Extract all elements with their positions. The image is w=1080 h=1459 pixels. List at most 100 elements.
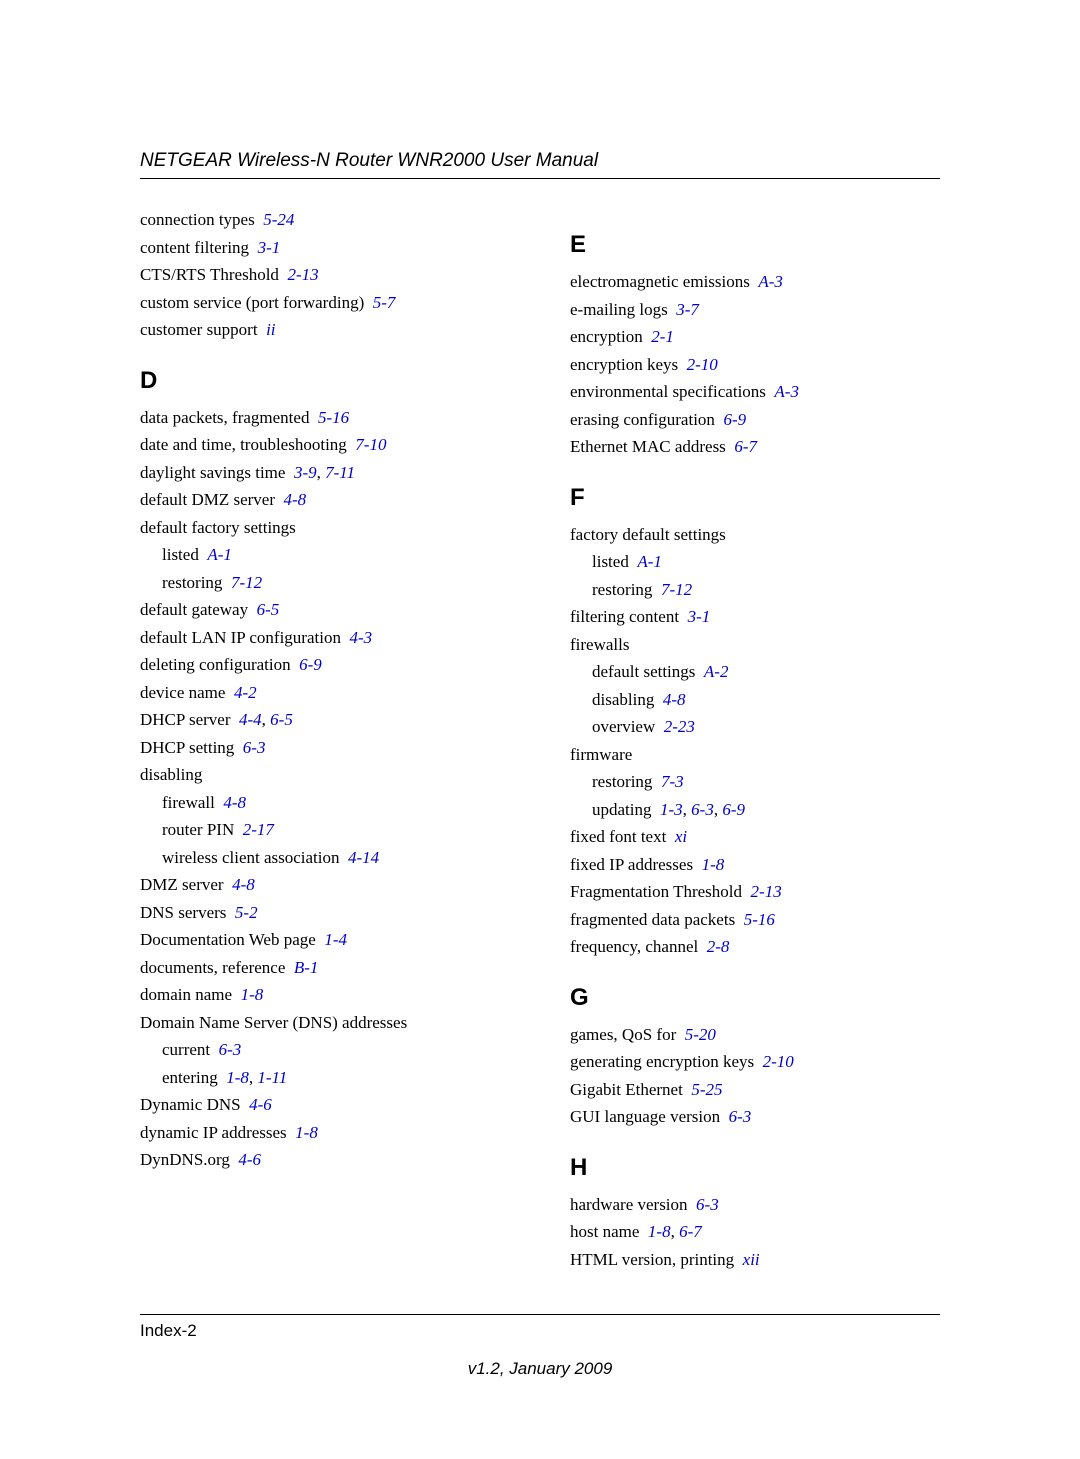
page-ref-link[interactable]: 1-4	[324, 930, 347, 949]
page-ref-link[interactable]: 4-6	[249, 1095, 272, 1114]
page-ref-link[interactable]: 5-7	[373, 293, 396, 312]
page-ref-link[interactable]: 6-7	[734, 437, 757, 456]
page-ref-link[interactable]: A-3	[774, 382, 799, 401]
page-ref-link[interactable]: 2-10	[763, 1052, 794, 1071]
ref-separator: ,	[317, 463, 326, 482]
index-term: disabling	[140, 765, 202, 784]
page-ref-link[interactable]: A-3	[758, 272, 783, 291]
page-ref-link[interactable]: 5-2	[235, 903, 258, 922]
page-ref-link[interactable]: 1-11	[257, 1068, 287, 1087]
index-entry: hardware version 6-3	[570, 1192, 940, 1218]
page-ref-link[interactable]: 5-24	[263, 210, 294, 229]
page-ref-link[interactable]: A-2	[704, 662, 729, 681]
index-page: NETGEAR Wireless-N Router WNR2000 User M…	[0, 0, 1080, 1459]
page-ref-link[interactable]: 5-20	[685, 1025, 716, 1044]
page-ref-link[interactable]: 7-11	[325, 463, 355, 482]
page-ref-link[interactable]: 5-16	[318, 408, 349, 427]
index-entry: DynDNS.org 4-6	[140, 1147, 510, 1173]
page-ref-link[interactable]: 6-3	[729, 1107, 752, 1126]
index-term: date and time, troubleshooting	[140, 435, 347, 454]
page-ref-link[interactable]: 7-10	[355, 435, 386, 454]
index-term: fixed font text	[570, 827, 666, 846]
page-ref-link[interactable]: xi	[675, 827, 687, 846]
page-ref-link[interactable]: 7-12	[231, 573, 262, 592]
page-ref-link[interactable]: ii	[266, 320, 275, 339]
page-ref-link[interactable]: 1-8	[648, 1222, 671, 1241]
page-ref-link[interactable]: 6-9	[723, 410, 746, 429]
page-ref-link[interactable]: 1-8	[241, 985, 264, 1004]
index-entry: fixed font text xi	[570, 824, 940, 850]
page-ref-link[interactable]: 4-4	[239, 710, 262, 729]
index-term: host name	[570, 1222, 639, 1241]
page-ref-link[interactable]: 3-9	[294, 463, 317, 482]
index-entry: fragmented data packets 5-16	[570, 907, 940, 933]
page-ref-link[interactable]: 6-5	[257, 600, 280, 619]
index-entry: date and time, troubleshooting 7-10	[140, 432, 510, 458]
index-term: encryption keys	[570, 355, 678, 374]
page-ref-link[interactable]: 4-8	[232, 875, 255, 894]
page-ref-link[interactable]: 2-23	[664, 717, 695, 736]
page-ref-link[interactable]: 7-3	[661, 772, 684, 791]
index-term: default gateway	[140, 600, 248, 619]
page-ref-link[interactable]: 2-1	[651, 327, 674, 346]
index-entry: customer support ii	[140, 317, 510, 343]
page-ref-link[interactable]: 6-3	[219, 1040, 242, 1059]
page-ref-link[interactable]: 6-3	[696, 1195, 719, 1214]
page-ref-link[interactable]: A-1	[637, 552, 662, 571]
page-ref-link[interactable]: 4-8	[663, 690, 686, 709]
index-term: erasing configuration	[570, 410, 715, 429]
page-ref-link[interactable]: 4-6	[238, 1150, 261, 1169]
page-ref-link[interactable]: 4-8	[223, 793, 246, 812]
page-ref-link[interactable]: 2-13	[751, 882, 782, 901]
page-ref-link[interactable]: 6-7	[679, 1222, 702, 1241]
index-entry: Domain Name Server (DNS) addresses	[140, 1010, 510, 1036]
left-column: connection types 5-24content filtering 3…	[140, 207, 510, 1274]
index-term: firmware	[570, 745, 632, 764]
index-subentry: firewall 4-8	[162, 790, 510, 816]
index-term: electromagnetic emissions	[570, 272, 750, 291]
index-term: firewalls	[570, 635, 629, 654]
section-letter: F	[570, 484, 940, 512]
page-ref-link[interactable]: 4-14	[348, 848, 379, 867]
index-term: hardware version	[570, 1195, 688, 1214]
page-ref-link[interactable]: B-1	[294, 958, 319, 977]
index-entry: device name 4-2	[140, 680, 510, 706]
index-term: wireless client association	[162, 848, 340, 867]
page-ref-link[interactable]: 4-3	[349, 628, 372, 647]
page-ref-link[interactable]: 5-16	[744, 910, 775, 929]
index-subentry: listed A-1	[592, 549, 940, 575]
ref-separator: ,	[262, 710, 271, 729]
page-ref-link[interactable]: 6-3	[243, 738, 266, 757]
page-ref-link[interactable]: 6-3	[691, 800, 714, 819]
index-term: daylight savings time	[140, 463, 285, 482]
page-ref-link[interactable]: 2-10	[687, 355, 718, 374]
page-ref-link[interactable]: 1-8	[226, 1068, 249, 1087]
index-entry: CTS/RTS Threshold 2-13	[140, 262, 510, 288]
ref-separator: ,	[683, 800, 692, 819]
page-ref-link[interactable]: 6-9	[722, 800, 745, 819]
page-ref-link[interactable]: 1-8	[702, 855, 725, 874]
index-entry: frequency, channel 2-8	[570, 934, 940, 960]
page-ref-link[interactable]: 3-7	[676, 300, 699, 319]
index-term: customer support	[140, 320, 258, 339]
page-ref-link[interactable]: 3-1	[688, 607, 711, 626]
page-ref-link[interactable]: A-1	[207, 545, 232, 564]
page-ref-link[interactable]: xii	[743, 1250, 760, 1269]
page-ref-link[interactable]: 4-2	[234, 683, 257, 702]
footer: Index-2 v1.2, January 2009	[140, 1314, 940, 1379]
index-subentry: wireless client association 4-14	[162, 845, 510, 871]
page-ref-link[interactable]: 7-12	[661, 580, 692, 599]
page-ref-link[interactable]: 6-9	[299, 655, 322, 674]
page-ref-link[interactable]: 2-17	[243, 820, 274, 839]
page-ref-link[interactable]: 1-8	[295, 1123, 318, 1142]
page-ref-link[interactable]: 6-5	[270, 710, 293, 729]
page-ref-link[interactable]: 4-8	[284, 490, 307, 509]
page-ref-link[interactable]: 5-25	[691, 1080, 722, 1099]
page-ref-link[interactable]: 2-13	[287, 265, 318, 284]
index-term: games, QoS for	[570, 1025, 676, 1044]
page-ref-link[interactable]: 3-1	[258, 238, 281, 257]
page-ref-link[interactable]: 2-8	[707, 937, 730, 956]
page-ref-link[interactable]: 1-3	[660, 800, 683, 819]
index-term: content filtering	[140, 238, 249, 257]
index-entry: dynamic IP addresses 1-8	[140, 1120, 510, 1146]
